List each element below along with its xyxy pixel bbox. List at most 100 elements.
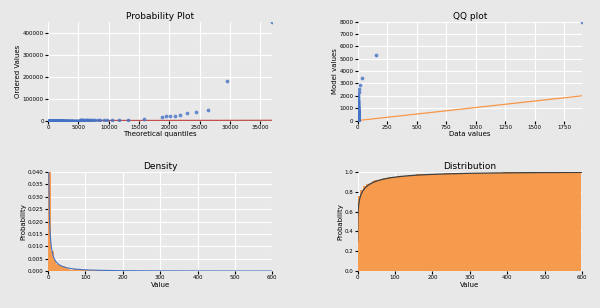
Bar	[559, 172, 562, 271]
Point	[353, 116, 362, 121]
Bar	[68, 269, 70, 271]
Point	[49, 118, 59, 123]
Bar	[442, 174, 444, 271]
Point	[47, 118, 57, 123]
Point	[353, 116, 362, 121]
Bar	[461, 173, 464, 271]
Point	[93, 118, 103, 123]
Point	[68, 118, 77, 123]
Point	[61, 118, 71, 123]
Point	[52, 118, 61, 123]
Point	[55, 118, 65, 123]
Point	[65, 118, 75, 123]
Y-axis label: Ordered Values: Ordered Values	[16, 44, 22, 98]
Point	[353, 117, 362, 122]
Point	[353, 109, 362, 114]
Point	[353, 113, 362, 118]
Point	[44, 118, 54, 123]
Point	[353, 112, 362, 117]
Point	[56, 118, 66, 123]
Point	[63, 118, 73, 123]
Bar	[391, 177, 394, 271]
Bar	[134, 270, 137, 271]
Point	[353, 114, 362, 119]
Point	[353, 117, 362, 122]
Point	[353, 101, 362, 106]
Point	[52, 118, 62, 123]
Point	[83, 118, 93, 123]
Point	[44, 118, 53, 123]
Point	[74, 118, 84, 123]
Bar	[525, 172, 528, 271]
Point	[353, 113, 362, 118]
Bar	[484, 173, 486, 271]
Title: Distribution: Distribution	[443, 162, 496, 171]
Bar	[489, 173, 491, 271]
Point	[71, 118, 81, 123]
Point	[353, 117, 362, 122]
Point	[353, 116, 362, 121]
Bar	[486, 173, 489, 271]
Point	[49, 118, 59, 123]
Point	[353, 117, 362, 122]
Point	[353, 109, 362, 114]
Point	[47, 118, 56, 123]
Point	[353, 115, 362, 120]
Point	[56, 118, 66, 123]
Bar	[528, 172, 531, 271]
Point	[353, 116, 362, 120]
Bar	[59, 265, 62, 271]
Bar	[455, 173, 458, 271]
Bar	[508, 172, 511, 271]
Point	[55, 118, 64, 123]
Point	[353, 114, 362, 119]
Bar	[425, 174, 427, 271]
Point	[353, 114, 362, 119]
Point	[353, 113, 362, 118]
Point	[353, 117, 362, 122]
Point	[353, 117, 362, 122]
Point	[76, 118, 85, 123]
Bar	[419, 174, 422, 271]
Point	[182, 110, 192, 115]
Point	[353, 114, 362, 119]
Point	[353, 118, 362, 123]
Point	[353, 116, 362, 121]
Point	[353, 110, 362, 115]
Point	[61, 118, 71, 123]
Point	[86, 118, 96, 123]
Bar	[408, 175, 410, 271]
Point	[60, 118, 70, 123]
Point	[46, 118, 56, 123]
Point	[47, 118, 57, 123]
Point	[55, 118, 65, 123]
Bar	[358, 196, 361, 271]
Point	[353, 110, 362, 115]
Point	[353, 116, 362, 121]
Point	[48, 118, 58, 123]
Point	[48, 118, 58, 123]
Point	[80, 118, 89, 123]
Point	[45, 118, 55, 123]
Bar	[517, 172, 520, 271]
Point	[46, 118, 56, 123]
Point	[353, 110, 362, 115]
Point	[50, 118, 60, 123]
Point	[353, 117, 362, 122]
Point	[353, 116, 362, 121]
Point	[353, 117, 362, 122]
Point	[46, 118, 55, 123]
Point	[353, 105, 362, 110]
Point	[353, 114, 362, 119]
Point	[353, 105, 362, 110]
Bar	[413, 175, 416, 271]
Point	[353, 117, 362, 122]
Bar	[87, 270, 90, 271]
Point	[353, 116, 362, 121]
Point	[44, 118, 53, 123]
Point	[353, 111, 362, 116]
Point	[46, 118, 55, 123]
Bar	[410, 175, 413, 271]
Point	[353, 112, 362, 117]
X-axis label: Value: Value	[151, 282, 170, 288]
